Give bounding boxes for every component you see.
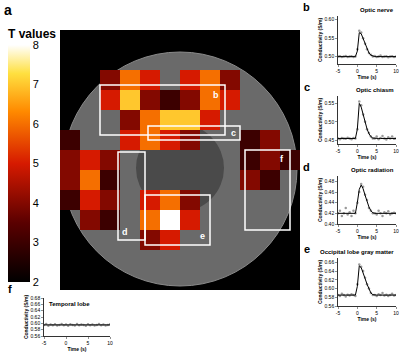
svg-text:f: f [8, 283, 12, 295]
svg-text:0.55: 0.55 [324, 35, 334, 41]
svg-text:10: 10 [393, 68, 399, 74]
svg-text:0.66: 0.66 [324, 259, 334, 265]
svg-text:Time (s): Time (s) [357, 316, 376, 322]
svg-text:0.64: 0.64 [324, 268, 334, 274]
svg-text:10: 10 [393, 228, 399, 234]
svg-text:T values: T values [8, 27, 56, 41]
svg-text:5: 5 [375, 148, 378, 154]
svg-text:0.48: 0.48 [324, 178, 334, 184]
svg-text:0.58: 0.58 [30, 326, 40, 332]
svg-text:0.68: 0.68 [30, 295, 40, 301]
svg-text:-5: -5 [42, 340, 47, 346]
svg-text:5: 5 [375, 228, 378, 234]
svg-text:a: a [4, 2, 12, 18]
svg-text:Conductivity (S/m): Conductivity (S/m) [317, 18, 323, 63]
svg-text:Optic nerve: Optic nerve [360, 7, 394, 13]
svg-text:0.58: 0.58 [324, 294, 334, 300]
svg-text:f: f [280, 154, 284, 164]
svg-text:e: e [304, 243, 310, 255]
svg-text:-5: -5 [336, 148, 341, 154]
svg-text:0.56: 0.56 [324, 303, 334, 309]
svg-text:-5: -5 [336, 68, 341, 74]
svg-text:0.60: 0.60 [30, 320, 40, 326]
svg-text:Temporal lobe: Temporal lobe [49, 301, 90, 307]
svg-text:0.56: 0.56 [30, 333, 40, 339]
svg-text:0.50: 0.50 [324, 53, 334, 59]
svg-text:0.50: 0.50 [324, 119, 334, 125]
svg-text:Optic chiasm: Optic chiasm [356, 87, 394, 93]
svg-text:0.62: 0.62 [30, 314, 40, 320]
svg-text:0: 0 [356, 228, 359, 234]
svg-text:c: c [231, 128, 236, 138]
svg-text:Conductivity (S/m): Conductivity (S/m) [317, 260, 323, 305]
svg-text:10: 10 [393, 310, 399, 316]
svg-text:8: 8 [33, 39, 39, 51]
svg-text:e: e [200, 231, 205, 241]
svg-text:5: 5 [33, 157, 39, 169]
svg-text:d: d [303, 161, 310, 173]
svg-text:Time (s): Time (s) [357, 154, 376, 160]
svg-text:0.44: 0.44 [324, 199, 334, 205]
svg-text:Conductivity (S/m): Conductivity (S/m) [317, 98, 323, 143]
svg-text:Occipital lobe gray matter: Occipital lobe gray matter [320, 249, 394, 255]
svg-text:Time (s): Time (s) [67, 346, 86, 352]
svg-text:10: 10 [107, 340, 113, 346]
svg-text:Time (s): Time (s) [357, 74, 376, 80]
svg-text:0.66: 0.66 [30, 301, 40, 307]
svg-text:-5: -5 [336, 310, 341, 316]
svg-text:5: 5 [87, 340, 90, 346]
svg-text:6: 6 [33, 118, 39, 130]
svg-text:0.45: 0.45 [324, 137, 334, 143]
svg-text:0: 0 [356, 68, 359, 74]
svg-text:2: 2 [33, 276, 39, 288]
svg-text:4: 4 [33, 197, 39, 209]
svg-text:0: 0 [356, 310, 359, 316]
svg-text:Conductivity (S/m): Conductivity (S/m) [23, 295, 29, 340]
svg-text:0.42: 0.42 [324, 210, 334, 216]
svg-text:b: b [213, 90, 219, 100]
svg-text:0.60: 0.60 [324, 285, 334, 291]
svg-text:5: 5 [375, 310, 378, 316]
svg-text:d: d [122, 227, 128, 237]
svg-text:c: c [304, 81, 310, 93]
svg-text:b: b [303, 1, 310, 13]
svg-text:0.40: 0.40 [324, 221, 334, 227]
svg-text:0.46: 0.46 [324, 189, 334, 195]
svg-text:0: 0 [356, 148, 359, 154]
svg-text:0.55: 0.55 [324, 100, 334, 106]
svg-text:-5: -5 [336, 228, 341, 234]
svg-text:7: 7 [33, 78, 39, 90]
svg-text:0: 0 [65, 340, 68, 346]
svg-text:Optic radiation: Optic radiation [351, 167, 394, 173]
svg-text:10: 10 [393, 148, 399, 154]
svg-text:Time (s): Time (s) [357, 234, 376, 240]
svg-text:0.64: 0.64 [30, 307, 40, 313]
svg-text:5: 5 [375, 68, 378, 74]
svg-text:0.60: 0.60 [324, 16, 334, 22]
svg-text:0.62: 0.62 [324, 277, 334, 283]
svg-text:Conductivity (S/m): Conductivity (S/m) [317, 178, 323, 223]
svg-text:3: 3 [33, 236, 39, 248]
